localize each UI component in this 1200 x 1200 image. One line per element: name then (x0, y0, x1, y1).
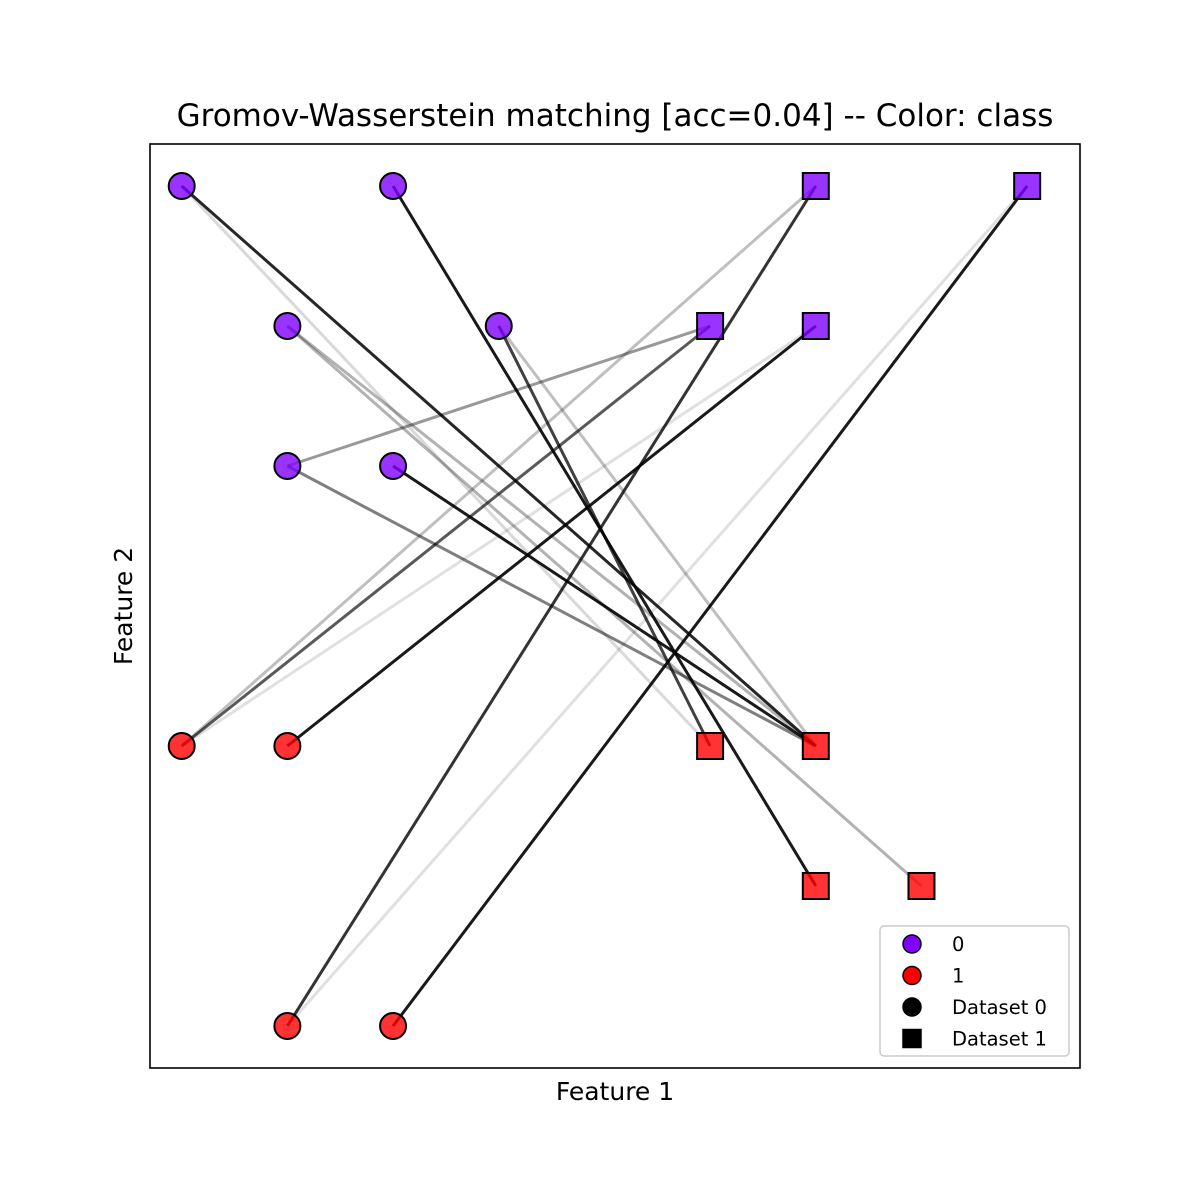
matching-link (286, 185, 818, 1027)
dataset-0-point (379, 1012, 408, 1040)
legend-label: Dataset 0 (952, 996, 1047, 1019)
dataset-1-point (1013, 172, 1042, 200)
legend-marker (902, 997, 922, 1017)
matching-link (180, 184, 712, 748)
matching-link (392, 464, 817, 748)
x-axis-label: Feature 1 (556, 1077, 674, 1106)
dataset-0-point (379, 172, 408, 200)
matching-link (180, 324, 712, 748)
dataset-0-point (273, 1012, 302, 1040)
chart-title: Gromov-Wasserstein matching [acc=0.04] -… (177, 98, 1054, 134)
matching-link (497, 325, 712, 747)
dataset-0-point (379, 452, 408, 480)
dataset-0-point (484, 312, 513, 340)
matching-link (286, 185, 1029, 1027)
legend-label: Dataset 1 (952, 1028, 1047, 1051)
dataset-0-point (167, 172, 196, 200)
matching-link (180, 184, 817, 748)
dataset-1-point (801, 312, 830, 340)
legend-label: 1 (952, 965, 964, 988)
matching-link (391, 185, 1029, 1027)
dataset-1-point (696, 312, 725, 340)
matching-link (286, 324, 711, 468)
matching-link (286, 324, 817, 748)
y-axis-label: Feature 2 (109, 547, 138, 665)
dataset-1-point (696, 732, 725, 760)
matching-link (180, 184, 817, 748)
dataset-1-point (801, 732, 830, 760)
legend-marker (902, 965, 922, 986)
legend-marker (902, 1028, 922, 1049)
legend-frame (879, 925, 1070, 1057)
dataset-0-point (273, 452, 302, 480)
dataset-0-point (167, 732, 196, 760)
points-layer (167, 172, 1042, 1040)
matching-link (497, 325, 817, 747)
dataset-1-point (801, 172, 830, 200)
plot-frame (149, 143, 1081, 1069)
dataset-0-point (273, 312, 302, 340)
dataset-0-point (273, 732, 302, 760)
dataset-1-point (801, 872, 830, 900)
legend-label: 0 (952, 933, 964, 956)
legend: 0 1 Dataset 0 Dataset 1 (879, 925, 1070, 1057)
matching-link (180, 324, 817, 748)
legend-marker (902, 934, 922, 954)
dataset-1-point (907, 872, 936, 900)
links-layer (180, 184, 1029, 1027)
